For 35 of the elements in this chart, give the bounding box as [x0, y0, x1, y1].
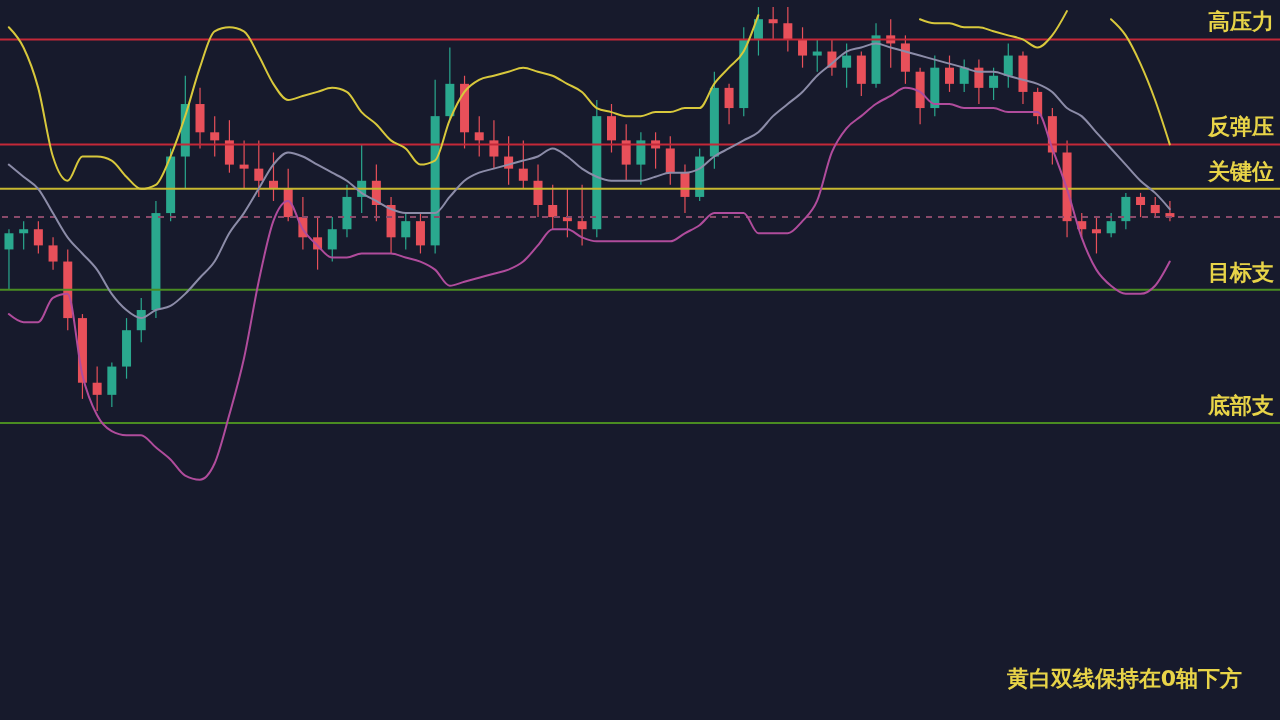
- candlestick: [798, 26, 808, 69]
- candlestick: [518, 139, 528, 190]
- candlestick: [33, 220, 43, 255]
- candlestick: [474, 115, 484, 158]
- candlestick: [548, 184, 558, 230]
- candlestick: [239, 139, 249, 190]
- candlestick: [4, 228, 14, 291]
- candlestick: [842, 42, 852, 89]
- candlestick: [724, 83, 734, 125]
- candlestick: [489, 119, 499, 170]
- candlestick: [19, 220, 29, 251]
- candlestick: [577, 184, 587, 246]
- candlestick: [783, 6, 793, 53]
- candlestick: [1150, 196, 1160, 218]
- candlestick: [1003, 42, 1013, 89]
- candlestick: [768, 6, 778, 40]
- candlestick: [1091, 216, 1101, 255]
- candlestick: [945, 54, 954, 93]
- candlestick: [92, 365, 102, 412]
- ref-line-label: 底部支: [1207, 393, 1274, 419]
- candlestick: [959, 59, 969, 93]
- candlestick: [48, 236, 58, 271]
- candlestick: [1136, 192, 1146, 218]
- ref-line-label: 关键位: [1207, 158, 1274, 184]
- candlestick: [989, 67, 999, 101]
- ref-line-label: 高压力: [1208, 9, 1274, 35]
- ref-line-label: 反弹压: [1207, 114, 1274, 140]
- candlestick: [327, 216, 337, 263]
- candlestick: [401, 212, 411, 251]
- ref-line-label: 目标支: [1208, 259, 1274, 285]
- candlestick: [1106, 212, 1116, 238]
- candlestick: [254, 139, 264, 198]
- candlestick: [210, 115, 220, 158]
- text: 黄白双线保持在0轴下方: [1006, 665, 1242, 693]
- candlestick: [812, 38, 822, 73]
